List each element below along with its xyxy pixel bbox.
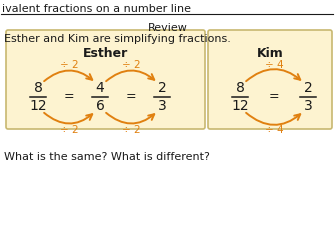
Text: ÷ 4: ÷ 4 — [265, 125, 283, 135]
Text: 2: 2 — [304, 81, 312, 95]
Text: ÷ 2: ÷ 2 — [60, 125, 78, 135]
Text: 6: 6 — [95, 99, 104, 113]
Text: 12: 12 — [231, 99, 249, 113]
Text: 8: 8 — [236, 81, 244, 95]
Text: ÷ 2: ÷ 2 — [60, 60, 78, 70]
Text: Esther: Esther — [82, 47, 128, 60]
Text: What is the same? What is different?: What is the same? What is different? — [4, 152, 210, 162]
Text: 2: 2 — [158, 81, 166, 95]
Text: ÷ 2: ÷ 2 — [122, 60, 140, 70]
Text: 8: 8 — [34, 81, 42, 95]
Text: =: = — [269, 90, 279, 104]
Text: =: = — [126, 90, 136, 104]
Text: Review: Review — [148, 23, 188, 33]
Text: 4: 4 — [96, 81, 104, 95]
Text: Esther and Kim are simplifying fractions.: Esther and Kim are simplifying fractions… — [4, 34, 231, 44]
Text: ÷ 4: ÷ 4 — [265, 60, 283, 70]
Text: ivalent fractions on a number line: ivalent fractions on a number line — [2, 4, 191, 14]
Text: 12: 12 — [29, 99, 47, 113]
FancyBboxPatch shape — [6, 30, 205, 129]
FancyBboxPatch shape — [208, 30, 332, 129]
Text: ÷ 2: ÷ 2 — [122, 125, 140, 135]
Text: Kim: Kim — [257, 47, 283, 60]
Text: 3: 3 — [304, 99, 312, 113]
Text: =: = — [64, 90, 74, 104]
Text: 3: 3 — [158, 99, 166, 113]
